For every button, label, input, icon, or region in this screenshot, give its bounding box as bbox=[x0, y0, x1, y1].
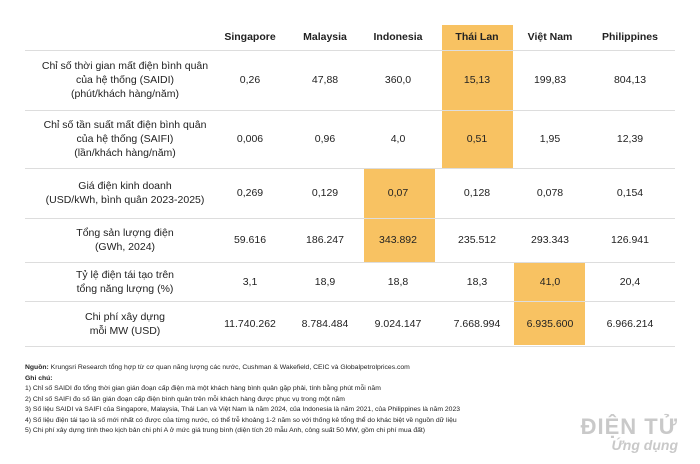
row-label-line: của hệ thống (SAIFI) bbox=[76, 133, 174, 145]
row-label: Chi phí xây dựng mỗi MW (USD) bbox=[25, 310, 225, 338]
notes: Nguồn: Krungsri Research tổng hợp từ cơ … bbox=[25, 363, 460, 437]
highlight bbox=[442, 25, 513, 168]
cell: 0,006 bbox=[236, 133, 264, 145]
cell: 4,0 bbox=[390, 133, 406, 145]
cell: 235.512 bbox=[458, 234, 496, 246]
source: Nguồn: Krungsri Research tổng hợp từ cơ … bbox=[25, 363, 460, 374]
cell: 8.784.484 bbox=[301, 317, 349, 330]
cell: 293.343 bbox=[531, 234, 569, 246]
row-label-line: mỗi MW (USD) bbox=[89, 324, 161, 337]
row-label-line: tổng năng lượng (%) bbox=[76, 282, 174, 295]
source-label: Nguồn: bbox=[25, 364, 49, 371]
notes-title: Ghi chú: bbox=[25, 374, 53, 382]
cell: 0,07 bbox=[387, 187, 409, 199]
row-divider bbox=[25, 346, 675, 347]
watermark: ĐIỆN TỬ Ứng dụng bbox=[580, 414, 678, 453]
watermark-title: ĐIỆN TỬ bbox=[580, 414, 678, 439]
cell: 15,13 bbox=[463, 74, 491, 86]
column-header: Indonesia bbox=[373, 31, 423, 43]
note: 2) Chỉ số SAIFI đo số lần gián đoạn cấp … bbox=[25, 395, 345, 403]
row-label-line: (USD/kWh, bình quân 2023-2025) bbox=[45, 194, 205, 206]
highlight bbox=[364, 169, 435, 262]
note: 4) Số liệu điện tái tạo là số mới nhất c… bbox=[25, 416, 457, 424]
cell: 0,128 bbox=[463, 187, 491, 199]
row-label-line: của hệ thống (SAIDI) bbox=[75, 74, 175, 86]
cell: 59.616 bbox=[233, 234, 267, 246]
row-label-line: Chỉ số tần suất mất điện bình quân bbox=[43, 119, 207, 131]
cell: 343.892 bbox=[379, 234, 417, 246]
row-divider bbox=[25, 262, 675, 263]
note: 1) Chỉ số SAIDI đo tổng thời gian gián đ… bbox=[25, 385, 381, 392]
column-header: Philippines bbox=[601, 31, 658, 43]
cell: 18,3 bbox=[466, 275, 488, 288]
column-header: Thái Lan bbox=[455, 31, 499, 43]
cell: 6.935.600 bbox=[526, 317, 574, 330]
cell: 47,88 bbox=[311, 74, 339, 86]
cell: 18,8 bbox=[387, 275, 409, 288]
row-label-line: (lần/khách hàng/năm) bbox=[74, 147, 176, 159]
row-label-line: Chỉ số thời gian mất điện bình quân bbox=[41, 60, 209, 72]
note-list: 1) Chỉ số SAIDI đo tổng thời gian gián đ… bbox=[25, 384, 460, 437]
note: 3) Số liệu SAIDI và SAIFI của Singapore,… bbox=[25, 406, 461, 413]
cell: 0,154 bbox=[616, 187, 644, 199]
cell: 7.668.994 bbox=[453, 317, 501, 330]
cell: 41,0 bbox=[539, 275, 561, 288]
cell: 804,13 bbox=[613, 74, 647, 86]
cell: 6.966.214 bbox=[606, 317, 654, 330]
cell: 0,51 bbox=[466, 133, 488, 145]
cell: 126.941 bbox=[611, 234, 649, 246]
watermark-subtitle: Ứng dụng bbox=[611, 437, 678, 453]
row-label: Tổng sản lượng điện (GWh, 2024) bbox=[25, 226, 225, 254]
cell: 199,83 bbox=[533, 74, 567, 86]
column-header: Việt Nam bbox=[527, 31, 573, 43]
row-divider bbox=[25, 301, 675, 302]
cell: 0,26 bbox=[239, 74, 261, 86]
cell: 186.247 bbox=[306, 234, 344, 246]
cell: 0,129 bbox=[311, 187, 339, 199]
cell: 0,96 bbox=[314, 133, 336, 145]
cell: 9.024.147 bbox=[374, 317, 422, 330]
cell: 360,0 bbox=[384, 74, 412, 86]
column-header: Malaysia bbox=[303, 31, 347, 43]
row-label-line: Giá điện kinh doanh bbox=[78, 180, 172, 192]
cell: 18,9 bbox=[314, 275, 336, 288]
row-label: Giá điện kinh doanh (USD/kWh, bình quân 2… bbox=[25, 179, 225, 207]
row-label-line: Chi phí xây dựng bbox=[85, 310, 165, 323]
row-label-line: Tổng sản lượng điện bbox=[76, 227, 174, 239]
row-label-line: (phút/khách hàng/năm) bbox=[71, 88, 179, 100]
cell: 0,269 bbox=[236, 187, 264, 199]
cell: 3,1 bbox=[242, 275, 258, 288]
cell: 12,39 bbox=[616, 133, 644, 145]
row-label: Chỉ số thời gian mất điện bình quân của h… bbox=[25, 59, 225, 101]
source-text: Krungsri Research tổng hợp từ cơ quan nă… bbox=[50, 364, 410, 371]
highlight bbox=[514, 263, 585, 345]
note: 5) Chi phí xây dựng tính theo kịch bản c… bbox=[25, 427, 426, 434]
row-label: Tỷ lệ điện tái tạo trên tổng năng lượng (… bbox=[25, 268, 225, 296]
row-divider bbox=[25, 218, 675, 219]
cell: 20,4 bbox=[619, 275, 641, 288]
row-label-line: Tỷ lệ điện tái tạo trên bbox=[75, 268, 175, 281]
cell: 0,078 bbox=[536, 187, 564, 199]
column-header: Singapore bbox=[224, 31, 276, 43]
row-divider bbox=[25, 168, 675, 169]
row-label-line: (GWh, 2024) bbox=[94, 241, 156, 253]
row-label: Chỉ số tần suất mất điện bình quân của hệ… bbox=[25, 118, 225, 160]
row-divider bbox=[25, 110, 675, 111]
row-divider bbox=[25, 50, 675, 51]
cell: 11.740.262 bbox=[224, 317, 276, 330]
cell: 1,95 bbox=[539, 133, 561, 145]
